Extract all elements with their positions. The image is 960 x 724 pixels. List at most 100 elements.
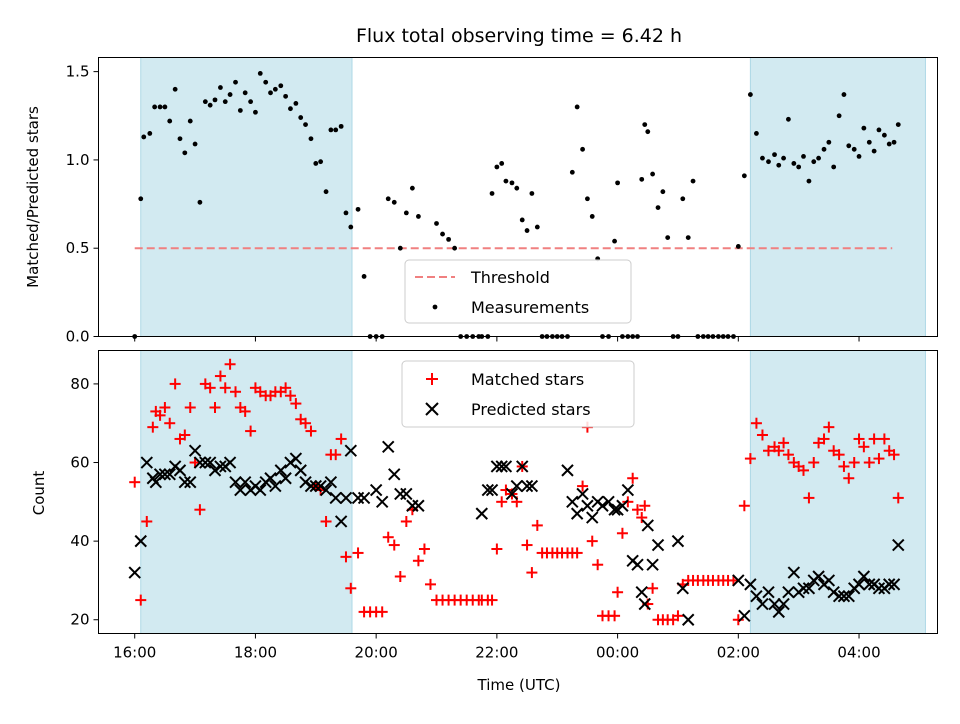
predicted-star-marker bbox=[596, 499, 609, 512]
matched-star-marker bbox=[179, 429, 191, 441]
matched-star-marker bbox=[382, 531, 394, 543]
predicted-star-marker bbox=[369, 483, 383, 497]
predicted-star-marker bbox=[750, 589, 763, 603]
predicted-star-marker bbox=[812, 570, 825, 583]
bottom-shaded-regions bbox=[140, 350, 926, 634]
predicted-legend-swatch bbox=[425, 402, 439, 416]
matched-star-marker bbox=[647, 582, 659, 594]
matched-star-marker bbox=[888, 449, 900, 461]
bottom-y-ticks: 20 40 60 80 bbox=[70, 375, 99, 629]
predicted-star-marker bbox=[802, 582, 816, 595]
measurement-point bbox=[278, 83, 284, 89]
matched-star-marker bbox=[300, 417, 312, 429]
predicted-star-marker bbox=[842, 589, 855, 603]
measurement-point bbox=[403, 210, 409, 216]
measurement-point bbox=[639, 176, 645, 182]
predicted-star-marker bbox=[651, 538, 665, 552]
x-tick-label: 20:00 bbox=[355, 644, 398, 662]
measurement-point bbox=[741, 173, 747, 179]
chart-title: Flux total observing time = 6.42 h bbox=[356, 25, 682, 47]
measurements-legend-label: Measurements bbox=[471, 298, 589, 317]
predicted-star-marker bbox=[495, 460, 508, 473]
matched-star-marker bbox=[622, 496, 634, 508]
predicted-star-marker bbox=[490, 460, 504, 473]
measurement-point bbox=[747, 92, 753, 97]
predicted-star-marker bbox=[772, 605, 785, 619]
predicted-star-marker bbox=[777, 597, 790, 611]
predicted-star-marker bbox=[304, 479, 318, 493]
matched-star-marker bbox=[491, 543, 503, 555]
measurement-point bbox=[147, 131, 153, 136]
matched-star-marker bbox=[400, 515, 412, 527]
bottom-y-tick-label: 60 bbox=[70, 454, 89, 472]
measurement-point bbox=[534, 224, 540, 230]
matched-star-marker bbox=[577, 480, 589, 492]
predicted-star-marker bbox=[357, 491, 371, 505]
predicted-star-marker bbox=[234, 483, 247, 497]
matched-star-marker bbox=[744, 453, 756, 465]
matched-star-marker bbox=[141, 515, 153, 527]
measurement-point bbox=[514, 185, 520, 191]
x-axis-label: Time (UTC) bbox=[477, 676, 561, 694]
predicted-star-marker bbox=[193, 456, 207, 469]
measurement-point bbox=[786, 116, 791, 122]
measurement-point bbox=[162, 104, 168, 110]
predicted-star-marker bbox=[570, 507, 584, 520]
measurement-point bbox=[891, 139, 897, 145]
predicted-star-marker bbox=[153, 468, 167, 481]
matched-star-marker bbox=[169, 378, 181, 390]
measurement-point bbox=[766, 159, 771, 165]
predicted-star-marker bbox=[339, 491, 353, 505]
matched-star-marker bbox=[616, 527, 628, 539]
bottom-legend: Matched stars Predicted stars bbox=[401, 360, 635, 428]
predicted-star-marker bbox=[128, 566, 141, 579]
measurement-point bbox=[272, 86, 278, 92]
matched-star-marker bbox=[858, 441, 870, 453]
predicted-star-marker bbox=[872, 582, 886, 595]
predicted-star-marker bbox=[158, 468, 172, 481]
predicted-star-marker bbox=[499, 460, 513, 473]
predicted-star-marker bbox=[264, 472, 277, 485]
matched-star-marker bbox=[750, 417, 762, 429]
measurement-point bbox=[685, 235, 691, 241]
predicted-star-marker bbox=[134, 534, 147, 548]
measurement-point bbox=[222, 99, 228, 105]
predicted-star-marker bbox=[334, 515, 348, 528]
matched-star-marker bbox=[209, 401, 221, 413]
top-shaded-span-1 bbox=[749, 57, 926, 337]
measurement-point bbox=[333, 127, 339, 133]
measurement-point bbox=[735, 244, 741, 249]
measurement-point bbox=[293, 101, 299, 106]
measurement-point bbox=[754, 131, 759, 136]
measurement-point bbox=[876, 127, 882, 133]
matched-star-marker bbox=[873, 453, 885, 465]
matched-star-marker bbox=[762, 445, 774, 457]
predicted-star-marker bbox=[857, 570, 871, 583]
matched-star-marker bbox=[159, 401, 171, 413]
measurement-point bbox=[434, 221, 439, 226]
measurement-point bbox=[871, 148, 877, 154]
bottom-axes-frame bbox=[98, 350, 938, 634]
matched-star-marker bbox=[204, 382, 216, 394]
measurement-point bbox=[895, 122, 901, 128]
predicted-star-marker bbox=[738, 609, 751, 623]
predicted-star-marker bbox=[481, 483, 495, 497]
predicted-star-marker bbox=[782, 586, 795, 599]
measurement-point bbox=[416, 214, 421, 219]
top-y-tick-label: 1.5 bbox=[66, 63, 90, 81]
matched-star-marker bbox=[808, 457, 820, 469]
top-legend: Threshold Measurements bbox=[404, 259, 632, 324]
x-tick-label: 02:00 bbox=[717, 644, 760, 662]
measurement-point bbox=[157, 104, 163, 110]
predicted-star-marker bbox=[505, 487, 519, 501]
matched-star-marker bbox=[632, 504, 644, 516]
matched-star-marker bbox=[388, 539, 400, 551]
matched-star-marker bbox=[376, 606, 388, 618]
predicted-star-marker bbox=[883, 578, 896, 591]
predicted-star-marker bbox=[641, 519, 654, 532]
matched-star-marker bbox=[878, 433, 890, 445]
measurement-point bbox=[385, 196, 391, 202]
measurement-point bbox=[218, 85, 223, 90]
predicted-star-markers bbox=[128, 440, 905, 626]
